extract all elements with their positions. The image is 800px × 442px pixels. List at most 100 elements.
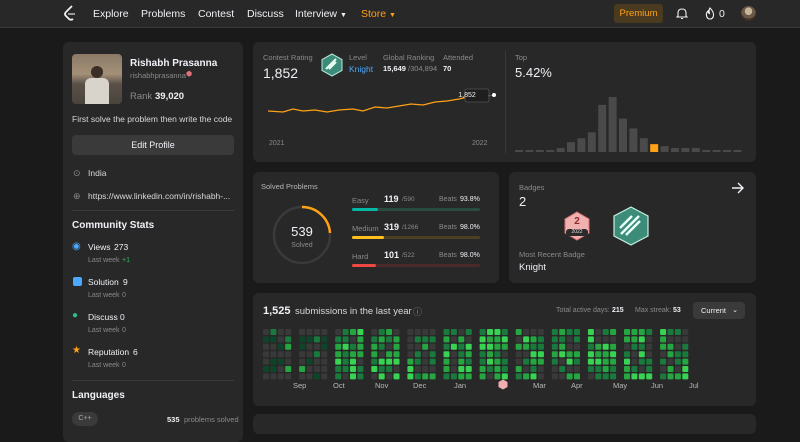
heatmap-cell[interactable] xyxy=(306,366,313,372)
heatmap-cell[interactable] xyxy=(357,358,364,365)
heatmap-cell[interactable] xyxy=(602,366,609,372)
heatmap-cell[interactable] xyxy=(371,343,378,350)
heatmap-cell[interactable] xyxy=(422,351,429,358)
heatmap-cell[interactable] xyxy=(566,351,573,358)
heatmap-cell[interactable] xyxy=(574,351,580,358)
heatmap-cell[interactable] xyxy=(667,351,674,358)
heatmap-cell[interactable] xyxy=(429,336,436,343)
heatmap-cell[interactable] xyxy=(285,358,292,365)
heatmap-cell[interactable] xyxy=(602,343,609,350)
heatmap-cell[interactable] xyxy=(321,358,328,365)
heatmap-cell[interactable] xyxy=(393,358,400,365)
heatmap-cell[interactable] xyxy=(674,366,681,372)
heatmap-cell[interactable] xyxy=(465,373,472,380)
heatmap-cell[interactable] xyxy=(263,343,269,350)
heatmap-cell[interactable] xyxy=(515,329,522,335)
heatmap-cell[interactable] xyxy=(429,373,436,380)
heatmap-cell[interactable] xyxy=(299,351,306,358)
heatmap-cell[interactable] xyxy=(306,329,313,335)
heatmap-cell[interactable] xyxy=(299,358,306,365)
heatmap-cell[interactable] xyxy=(299,336,306,343)
heatmap-cell[interactable] xyxy=(515,366,522,372)
heatmap-cell[interactable] xyxy=(335,351,342,358)
heatmap-cell[interactable] xyxy=(313,343,320,350)
heatmap-cell[interactable] xyxy=(487,358,493,365)
heatmap-cell[interactable] xyxy=(602,351,609,358)
heatmap-cell[interactable] xyxy=(501,336,508,343)
heatmap-cell[interactable] xyxy=(487,366,493,372)
heatmap-cell[interactable] xyxy=(487,336,493,343)
heatmap-cell[interactable] xyxy=(501,329,508,335)
heatmap-cell[interactable] xyxy=(393,373,400,380)
heatmap-cell[interactable] xyxy=(487,373,493,380)
heatmap-cell[interactable] xyxy=(371,329,378,335)
heatmap-cell[interactable] xyxy=(335,343,342,350)
heatmap-cell[interactable] xyxy=(638,366,645,372)
heatmap-cell[interactable] xyxy=(667,329,674,335)
heatmap-cell[interactable] xyxy=(299,373,306,380)
heatmap-cell[interactable] xyxy=(458,336,465,343)
heatmap-cell[interactable] xyxy=(371,358,378,365)
heatmap-cell[interactable] xyxy=(551,329,558,335)
heatmap-cell[interactable] xyxy=(674,373,681,380)
heatmap-cell[interactable] xyxy=(263,351,269,358)
heatmap-cell[interactable] xyxy=(407,366,414,372)
heatmap-cell[interactable] xyxy=(551,366,558,372)
heatmap-cell[interactable] xyxy=(306,343,313,350)
heatmap-cell[interactable] xyxy=(422,329,429,335)
heatmap-cell[interactable] xyxy=(450,343,457,350)
year-dropdown[interactable]: Current ⌄ xyxy=(693,302,745,319)
heatmap-cell[interactable] xyxy=(574,336,580,343)
heatmap-cell[interactable] xyxy=(321,343,328,350)
heatmap-cell[interactable] xyxy=(378,373,385,380)
heatmap-cell[interactable] xyxy=(414,351,421,358)
heatmap-cell[interactable] xyxy=(371,373,378,380)
heatmap-cell[interactable] xyxy=(559,336,566,343)
heatmap-cell[interactable] xyxy=(270,373,277,380)
heatmap-cell[interactable] xyxy=(610,351,617,358)
heatmap-cell[interactable] xyxy=(429,351,436,358)
heatmap-cell[interactable] xyxy=(270,351,277,358)
heatmap-cell[interactable] xyxy=(624,336,630,343)
heatmap-cell[interactable] xyxy=(479,358,486,365)
heatmap-cell[interactable] xyxy=(422,343,429,350)
heatmap-cell[interactable] xyxy=(494,329,501,335)
heatmap-cell[interactable] xyxy=(270,336,277,343)
heatmap-cell[interactable] xyxy=(682,373,689,380)
heatmap-cell[interactable] xyxy=(479,351,486,358)
heatmap-cell[interactable] xyxy=(277,329,284,335)
heatmap-cell[interactable] xyxy=(674,329,681,335)
heatmap-cell[interactable] xyxy=(638,329,645,335)
heatmap-cell[interactable] xyxy=(429,329,436,335)
heatmap-cell[interactable] xyxy=(494,358,501,365)
heatmap-cell[interactable] xyxy=(263,366,269,372)
heatmap-cell[interactable] xyxy=(393,329,400,335)
heatmap-cell[interactable] xyxy=(335,366,342,372)
heatmap-cell[interactable] xyxy=(270,343,277,350)
heatmap-cell[interactable] xyxy=(422,336,429,343)
heatmap-cell[interactable] xyxy=(313,358,320,365)
heatmap-cell[interactable] xyxy=(515,373,522,380)
heatmap-cell[interactable] xyxy=(429,343,436,350)
heatmap-cell[interactable] xyxy=(263,358,269,365)
heatmap-cell[interactable] xyxy=(646,343,653,350)
heatmap-cell[interactable] xyxy=(494,336,501,343)
heatmap-cell[interactable] xyxy=(422,366,429,372)
heatmap-cell[interactable] xyxy=(414,373,421,380)
heatmap-cell[interactable] xyxy=(306,351,313,358)
heatmap-cell[interactable] xyxy=(443,329,450,335)
heatmap-cell[interactable] xyxy=(407,343,414,350)
heatmap-cell[interactable] xyxy=(537,343,544,350)
heatmap-cell[interactable] xyxy=(285,373,292,380)
heatmap-cell[interactable] xyxy=(660,351,667,358)
heatmap-cell[interactable] xyxy=(458,329,465,335)
heatmap-cell[interactable] xyxy=(306,336,313,343)
heatmap-cell[interactable] xyxy=(386,336,393,343)
rating-point[interactable] xyxy=(492,93,496,97)
heatmap-cell[interactable] xyxy=(595,358,602,365)
heatmap-cell[interactable] xyxy=(610,329,617,335)
heatmap-cell[interactable] xyxy=(270,358,277,365)
heatmap-cell[interactable] xyxy=(342,329,349,335)
heatmap-cell[interactable] xyxy=(429,366,436,372)
heatmap-cell[interactable] xyxy=(414,343,421,350)
